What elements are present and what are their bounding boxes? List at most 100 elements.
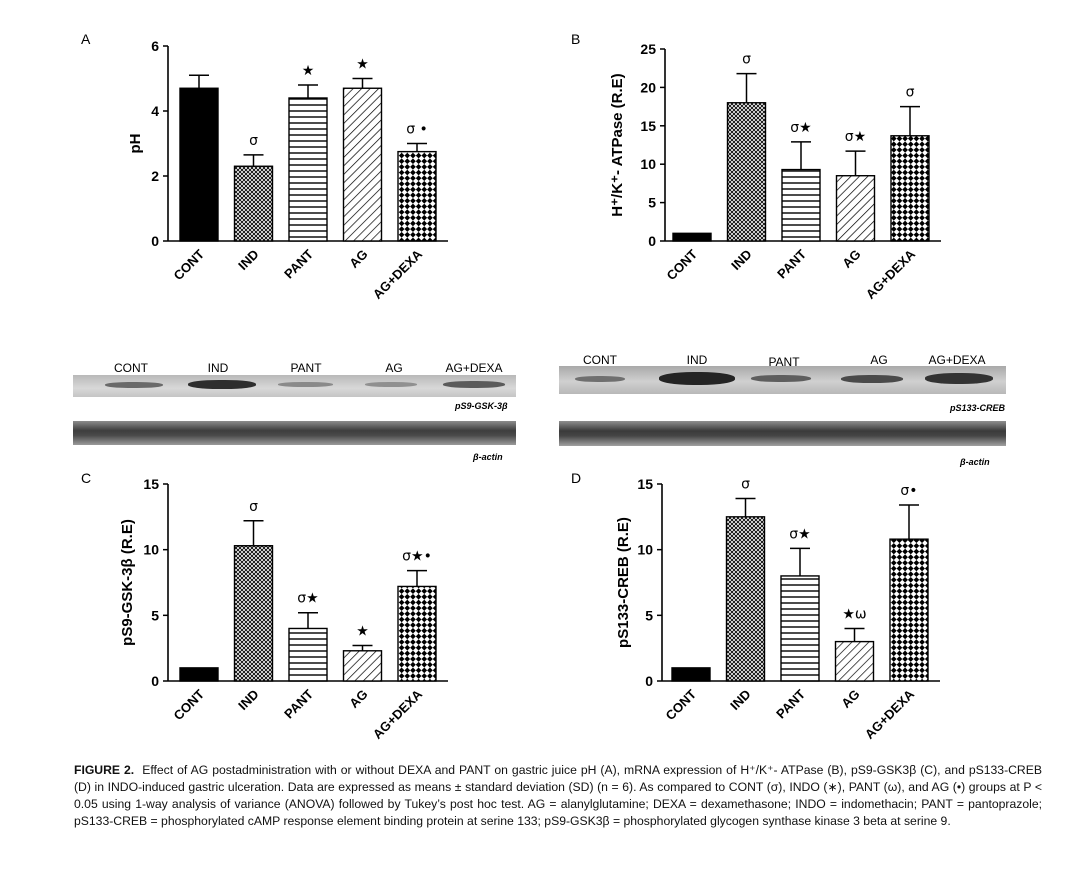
blot-right-protein-label: pS133-CREB	[950, 403, 1006, 413]
blot-left-lane-label: AG	[385, 361, 403, 375]
y-tick-label: 4	[151, 103, 159, 119]
y-axis-label: pH	[127, 134, 144, 154]
x-tick-label: IND	[235, 247, 261, 273]
bar	[342, 650, 383, 682]
chart-panel-d: D 0 5 10 15 pS133-CREB (R.E) CONT σ IND σ★ PANT ★ω A…	[571, 470, 940, 742]
bar	[672, 232, 712, 242]
x-tick-label: IND	[727, 687, 753, 713]
blot-right-lane-label: CONT	[583, 353, 617, 367]
x-tick-label: AG+DEXA	[370, 686, 426, 742]
x-tick-label: CONT	[170, 686, 207, 723]
panel-letter: B	[571, 31, 580, 47]
y-tick-label: 5	[645, 607, 653, 623]
blot-right-actin-image	[559, 421, 1006, 446]
blot-right-protein-image	[559, 366, 1006, 394]
y-tick-label: 15	[143, 476, 159, 492]
significance-annotation: σ★	[790, 120, 811, 136]
bar	[725, 516, 766, 682]
significance-annotation: σ•	[900, 483, 917, 499]
x-tick-label: CONT	[663, 246, 700, 283]
blot-left-lane-label: CONT	[114, 361, 148, 375]
significance-annotation: σ★	[297, 591, 318, 607]
figure-caption: FIGURE 2. Effect of AG postadministratio…	[74, 762, 1042, 830]
x-tick-label: PANT	[281, 686, 316, 721]
panel-letter: A	[81, 31, 91, 47]
chart-panel-c: C 0 5 10 15 pS9-GSK-3β (R.E) CONT σ IND σ★ PANT ★ AG…	[81, 470, 448, 742]
bar	[834, 640, 875, 682]
blot-right-loading-label: β-actin	[960, 457, 990, 467]
bar	[780, 575, 820, 682]
y-tick-label: 0	[151, 233, 159, 249]
y-tick-label: 0	[648, 233, 656, 249]
x-tick-label: PANT	[773, 686, 808, 721]
x-tick-label: AG	[839, 247, 863, 271]
y-tick-label: 10	[640, 156, 656, 172]
bar	[397, 585, 437, 682]
bar	[179, 667, 219, 682]
blot-left-lane-label: IND	[207, 361, 229, 375]
x-tick-label: AG	[838, 687, 862, 711]
blot-right-lane-label: IND	[686, 353, 708, 367]
x-tick-label: AG+DEXA	[370, 246, 426, 302]
bar	[233, 165, 274, 242]
y-axis-label: H⁺/K⁺- ATPase (R.E)	[609, 73, 626, 216]
blot-right-lane-label: AG+DEXA	[928, 353, 986, 367]
significance-annotation: ★	[356, 624, 369, 640]
blot-left-protein-image	[73, 375, 516, 397]
bar	[397, 150, 437, 242]
y-axis-label: pS9-GSK-3β (R.E)	[119, 519, 136, 646]
significance-annotation: ★ω	[842, 606, 866, 622]
y-tick-label: 15	[640, 118, 656, 134]
chart-panel-a: A 0 2 4 6 pH CONT σ IND ★ PANT ★ AG σ • AG+DEXA	[81, 31, 448, 302]
y-tick-label: 0	[645, 673, 653, 689]
panel-letter: C	[81, 470, 91, 486]
blot-left-lane-label: AG+DEXA	[445, 361, 503, 375]
y-tick-label: 15	[637, 476, 653, 492]
significance-annotation: σ	[249, 499, 258, 515]
significance-annotation: σ	[249, 133, 258, 149]
y-tick-label: 25	[640, 41, 656, 57]
figure-charts: A 0 2 4 6 pH CONT σ IND ★ PANT ★ AG σ • AG+DEXA B 0 5 10 1…	[81, 31, 941, 742]
y-tick-label: 0	[151, 673, 159, 689]
significance-annotation: ★	[302, 63, 315, 79]
significance-annotation: σ★	[845, 129, 866, 145]
y-axis-label: pS133-CREB (R.E)	[615, 517, 632, 648]
bar	[671, 667, 711, 682]
y-tick-label: 6	[151, 38, 159, 54]
y-tick-label: 10	[143, 542, 159, 558]
blot-left-actin-image	[73, 421, 516, 445]
bar	[288, 97, 328, 242]
x-tick-label: CONT	[170, 246, 207, 283]
y-tick-label: 20	[640, 79, 656, 95]
x-tick-label: AG	[346, 687, 370, 711]
x-tick-label: AG+DEXA	[862, 686, 918, 742]
x-tick-label: IND	[235, 687, 261, 713]
bar	[889, 538, 929, 682]
bar	[233, 545, 274, 682]
y-tick-label: 2	[151, 168, 159, 184]
significance-annotation: σ	[906, 85, 915, 101]
blot-right-lane-label: AG	[870, 353, 888, 367]
caption-lead: FIGURE 2.	[74, 763, 135, 777]
x-tick-label: AG	[346, 247, 370, 271]
bar	[781, 168, 821, 242]
x-tick-label: PANT	[281, 246, 316, 281]
significance-annotation: σ	[742, 52, 751, 68]
blot-right-lane-label: PANT	[768, 355, 800, 369]
bar	[342, 87, 383, 242]
x-tick-label: CONT	[662, 686, 699, 723]
chart-panel-b: B 0 5 10 15 20 25 H⁺/K⁺- ATPase (R.E) CONT σ IND σ★…	[571, 31, 941, 302]
blot-left-loading-label: β-actin	[473, 452, 503, 462]
y-tick-label: 10	[637, 542, 653, 558]
bar	[890, 135, 930, 242]
bar	[835, 175, 876, 242]
significance-annotation: σ★•	[402, 549, 432, 565]
blot-left-lane-label: PANT	[290, 361, 322, 375]
blot-left-protein-label: pS9-GSK-3β	[455, 401, 508, 411]
bar	[726, 102, 767, 242]
significance-annotation: σ	[741, 476, 750, 492]
y-tick-label: 5	[151, 607, 159, 623]
x-tick-label: IND	[728, 247, 754, 273]
x-tick-label: PANT	[774, 246, 809, 281]
x-tick-label: AG+DEXA	[863, 246, 919, 302]
